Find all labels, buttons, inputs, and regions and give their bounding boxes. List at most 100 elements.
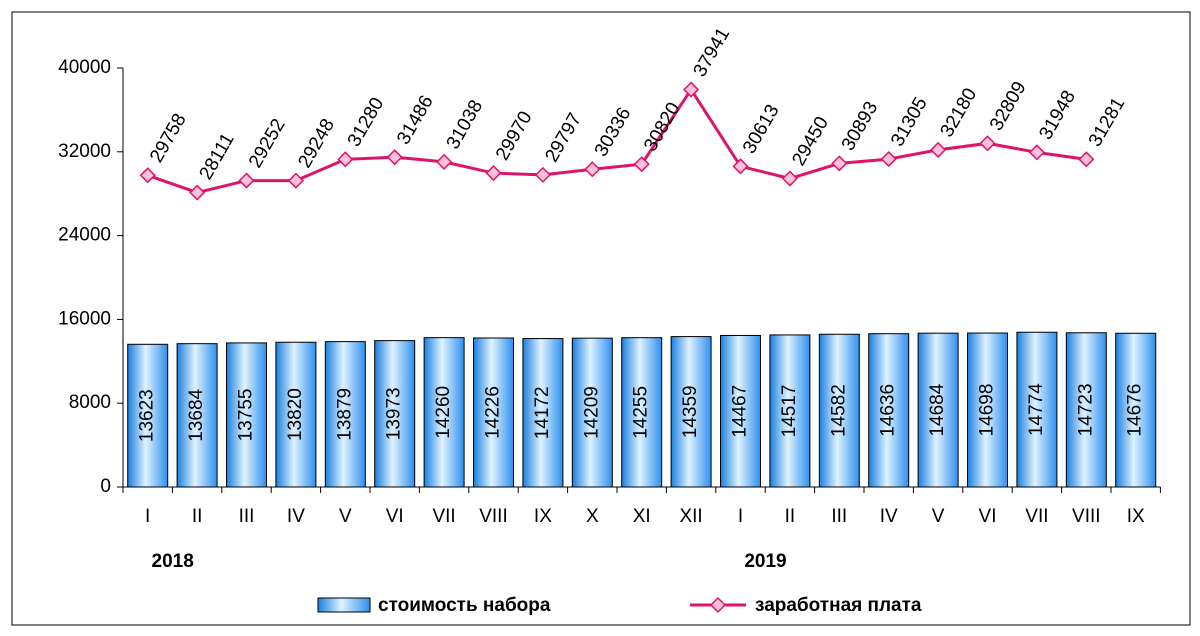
x-tick-label: IX — [534, 506, 552, 527]
x-tick-label: III — [831, 506, 847, 527]
x-tick-label: VII — [432, 506, 455, 527]
bar-value-label: 14255 — [631, 386, 652, 439]
line-marker — [633, 156, 650, 173]
bar-value-label: 14774 — [1026, 383, 1047, 436]
line-marker — [683, 81, 700, 98]
bar-value-label: 14359 — [680, 385, 701, 438]
bar-value-label: 14684 — [927, 383, 948, 436]
bar — [1065, 332, 1107, 488]
x-tick-label: II — [785, 506, 796, 527]
line-value-label: 28111 — [196, 130, 239, 184]
bar-value-label: 14467 — [730, 385, 751, 438]
year-label: 2019 — [744, 551, 786, 572]
line-value-label: 29758 — [146, 110, 191, 166]
line-value-label: 32809 — [986, 78, 1031, 134]
line-value-label: 30893 — [838, 98, 883, 154]
bar — [473, 337, 514, 488]
line-marker — [189, 184, 206, 201]
bar — [917, 332, 959, 488]
line-marker — [534, 166, 551, 183]
bar-value-label: 13820 — [285, 388, 306, 441]
bar — [275, 341, 317, 488]
bar-value-label: 13879 — [334, 388, 355, 441]
line-value-label: 29252 — [245, 115, 290, 171]
legend-swatch — [709, 596, 727, 614]
line-value-label: 30820 — [640, 99, 685, 155]
line-marker — [1028, 144, 1045, 161]
legend-label: стоимость набора — [378, 595, 551, 616]
x-tick-label: II — [192, 506, 203, 527]
line-marker — [436, 153, 453, 170]
y-tick-label: 8000 — [69, 392, 111, 413]
bar-value-label: 13684 — [186, 388, 207, 441]
bar — [374, 340, 416, 488]
legend-label: заработная плата — [755, 595, 922, 616]
y-tick-label: 0 — [100, 476, 111, 497]
bar-value-label: 14636 — [878, 384, 899, 437]
y-tick-label: 24000 — [58, 225, 111, 246]
line-marker — [287, 172, 304, 189]
bar — [571, 337, 613, 488]
bar-value-label: 14226 — [483, 386, 504, 439]
bar-value-label: 14209 — [581, 386, 602, 439]
line-value-label: 32180 — [937, 85, 982, 141]
x-tick-label: IX — [1127, 506, 1145, 527]
y-tick-label: 40000 — [58, 57, 111, 78]
bar — [423, 337, 465, 488]
bar-value-label: 14172 — [532, 386, 553, 439]
line-marker — [485, 165, 502, 182]
x-tick-label: XI — [633, 506, 651, 527]
line-value-label: 30336 — [591, 104, 636, 160]
line-marker — [831, 155, 848, 172]
line-marker — [337, 151, 354, 168]
line-value-label: 31486 — [393, 92, 438, 148]
bar-value-label: 14582 — [828, 384, 849, 437]
bar — [621, 337, 663, 488]
bar-value-label: 14698 — [977, 384, 998, 437]
bar-value-label: 14676 — [1125, 384, 1146, 437]
line-marker — [930, 141, 947, 158]
x-tick-label: VI — [979, 506, 997, 527]
line-marker — [979, 135, 996, 152]
line-value-label: 29970 — [492, 108, 537, 164]
line-marker — [139, 167, 156, 184]
bar-value-label: 14723 — [1075, 383, 1096, 436]
line-value-label: 31948 — [1035, 87, 1080, 143]
bar — [1115, 332, 1157, 488]
bar-value-label: 14517 — [779, 385, 800, 438]
legend-swatch — [317, 597, 371, 613]
x-tick-label: IV — [287, 506, 305, 527]
bar — [324, 341, 366, 488]
y-tick-label: 16000 — [58, 308, 111, 329]
line-value-label: 29797 — [541, 110, 586, 166]
line-marker — [584, 161, 601, 178]
bar — [127, 343, 169, 488]
line-value-label: 31038 — [443, 97, 488, 153]
bar — [818, 333, 860, 488]
line-marker — [880, 151, 897, 168]
bar — [522, 338, 564, 488]
x-tick-label: VI — [386, 506, 404, 527]
year-label: 2018 — [152, 551, 194, 572]
line-value-label: 37941 — [690, 24, 735, 80]
line-value-label: 31305 — [887, 94, 932, 150]
bar — [226, 342, 267, 488]
bar — [670, 336, 712, 488]
bar — [1016, 331, 1058, 488]
y-tick-label: 32000 — [58, 141, 111, 162]
bar — [769, 334, 811, 488]
line-marker — [781, 170, 798, 187]
line-value-label: 29450 — [788, 113, 833, 169]
x-tick-label: XII — [679, 506, 702, 527]
line — [147, 86, 1087, 195]
x-tick-label: VIII — [479, 506, 508, 527]
line-marker — [386, 149, 403, 166]
line-value-label: 30613 — [739, 101, 784, 157]
x-tick-label: V — [932, 506, 945, 527]
bar — [720, 334, 761, 488]
x-tick-label: IV — [880, 506, 898, 527]
line-value-label: 31280 — [344, 94, 389, 150]
line-value-label: 29248 — [294, 115, 339, 171]
